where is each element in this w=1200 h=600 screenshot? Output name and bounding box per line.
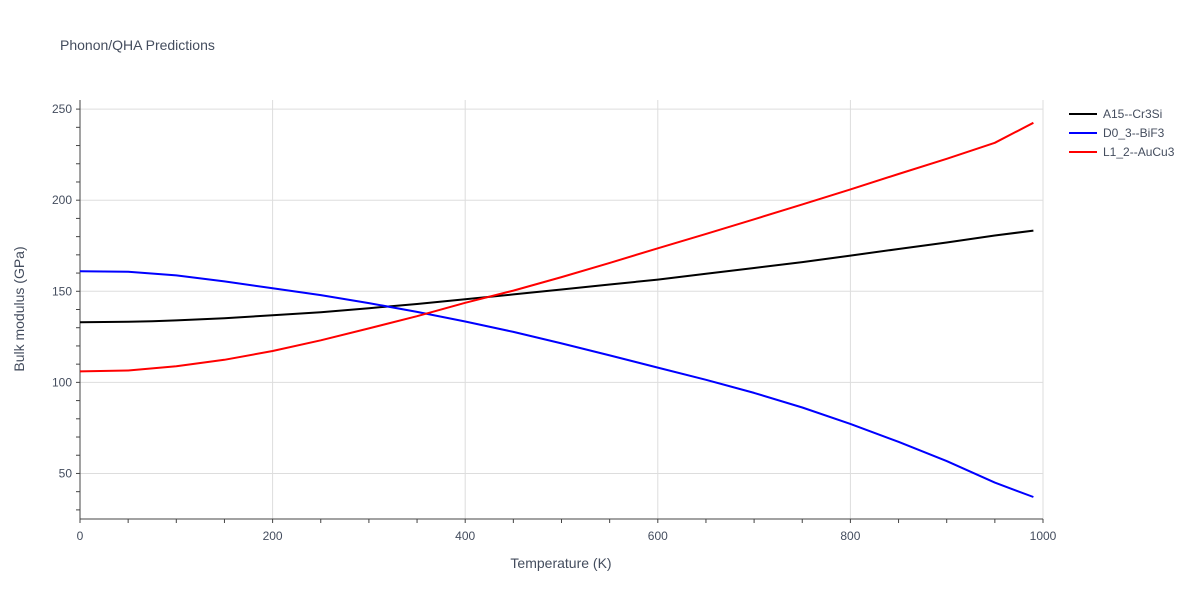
legend-item[interactable]: D0_3--BiF3: [1069, 126, 1165, 140]
x-tick-label: 200: [263, 529, 283, 543]
y-tick-label: 100: [52, 375, 72, 389]
legend-label: A15--Cr3Si: [1103, 107, 1162, 121]
series-line-1: [79, 229, 1034, 324]
y-tick-label: 50: [59, 466, 73, 480]
legend-label: D0_3--BiF3: [1103, 126, 1165, 140]
legend[interactable]: A15--Cr3Si D0_3--BiF3 L1_2--AuCu3: [1069, 107, 1175, 159]
chart-title: Phonon/QHA Predictions: [60, 37, 215, 53]
series-line-2: [79, 270, 1034, 498]
x-tick-label: 800: [840, 529, 860, 543]
y-tick-label: 200: [52, 193, 72, 207]
y-tick-label: 250: [52, 102, 72, 116]
y-tick-label: 150: [52, 284, 72, 298]
x-tick-label: 1000: [1030, 529, 1057, 543]
legend-item[interactable]: L1_2--AuCu3: [1069, 145, 1175, 159]
x-axis-title: Temperature (K): [510, 555, 611, 571]
plot-area: [79, 121, 1034, 498]
x-tick-label: 400: [455, 529, 475, 543]
series-line-3: [79, 121, 1034, 373]
legend-item[interactable]: A15--Cr3Si: [1069, 107, 1162, 121]
x-tick-label: 0: [77, 529, 84, 543]
x-tick-label: 600: [648, 529, 668, 543]
axes: 0 200 400 600 800 1000 50 100 150 200 250: [52, 100, 1057, 543]
y-axis-title: Bulk modulus (GPa): [11, 246, 27, 371]
legend-label: L1_2--AuCu3: [1103, 145, 1175, 159]
grid-lines: [80, 100, 1044, 519]
